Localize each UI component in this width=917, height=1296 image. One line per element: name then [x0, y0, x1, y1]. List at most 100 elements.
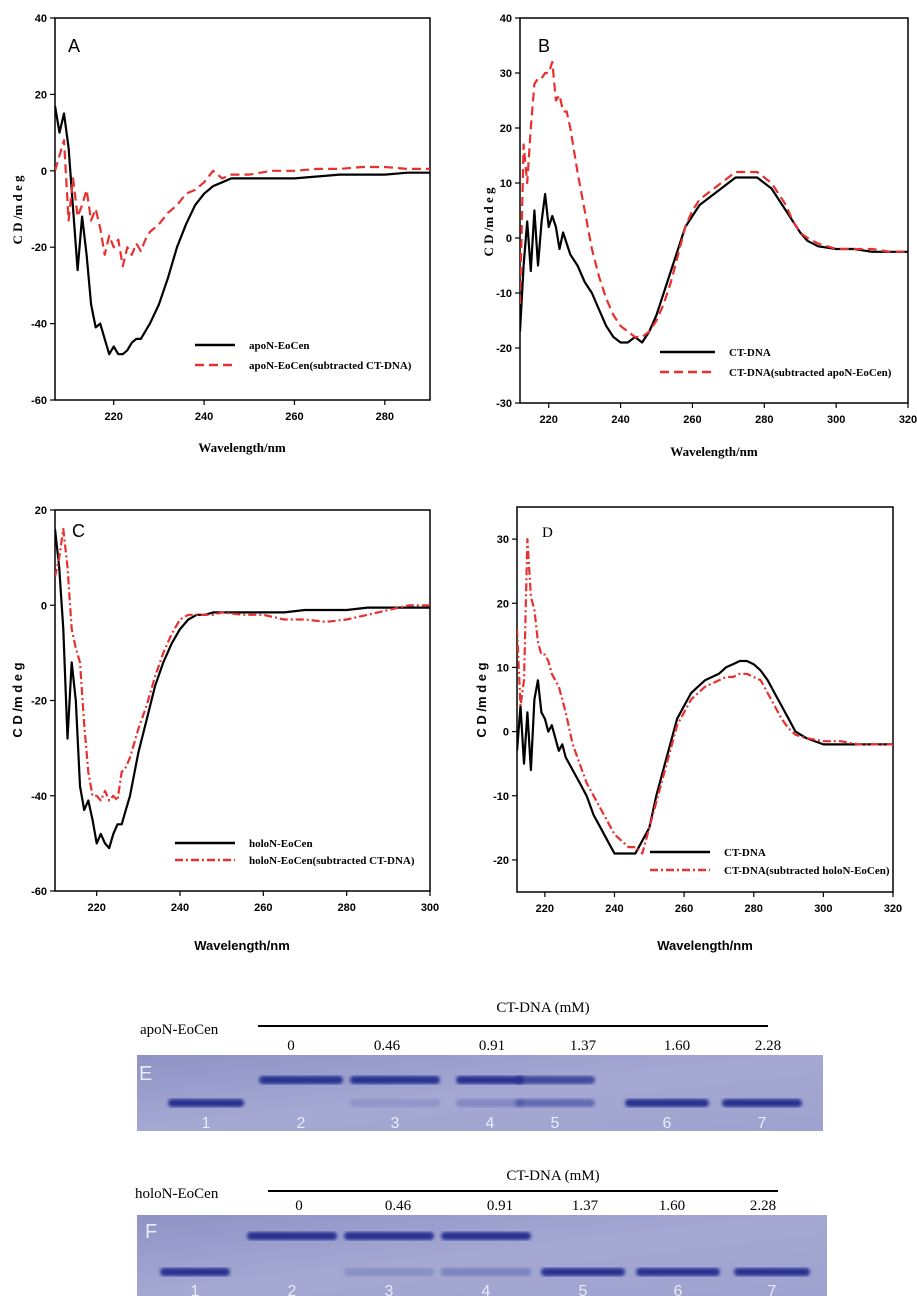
- x-tick-label: 220: [536, 903, 554, 915]
- x-tick-label: 240: [611, 414, 629, 426]
- series-line-red: [520, 60, 908, 339]
- x-tick-label: 280: [337, 902, 355, 914]
- concentration-value: 2.28: [755, 1038, 781, 1054]
- x-tick-label: 300: [814, 903, 832, 915]
- y-tick-label: -20: [31, 696, 47, 708]
- gel-band-lower: [734, 1268, 810, 1276]
- series-line-red: [517, 537, 893, 855]
- x-tick-label: 320: [899, 414, 917, 426]
- x-axis-label: Wavelength/nm: [670, 444, 758, 459]
- y-tick-label: -40: [31, 319, 47, 331]
- lane-number: 5: [579, 1283, 588, 1296]
- y-tick-label: 30: [497, 534, 509, 546]
- series-line-black: [517, 659, 893, 855]
- y-tick-label: -10: [496, 288, 512, 300]
- gel-band-lower: [441, 1268, 531, 1276]
- x-axis-label: Wavelength/nm: [657, 938, 753, 953]
- lane-number: 1: [202, 1115, 211, 1132]
- concentration-value: 1.37: [572, 1198, 599, 1214]
- concentration-value: 0: [295, 1198, 303, 1214]
- gel-band-upper: [441, 1232, 531, 1240]
- x-tick-label: 300: [421, 902, 439, 914]
- y-tick-label: 20: [500, 123, 512, 135]
- lane-number: 7: [758, 1115, 767, 1132]
- plot-frame: [519, 17, 909, 404]
- concentration-value: 0.91: [479, 1038, 505, 1054]
- chart-panel-d: -20 -10 0 10 20 30 220 240 260 280 300 320 Wavelengt…: [474, 506, 902, 953]
- lane-number: 3: [385, 1283, 394, 1296]
- x-tick-label: 260: [675, 903, 693, 915]
- legend-label: apoN-EoCen: [249, 340, 310, 352]
- x-tick-label: 260: [254, 902, 272, 914]
- gel-band-upper: [515, 1076, 595, 1084]
- gel-band-lower: [722, 1099, 802, 1107]
- plot-frame: [54, 17, 431, 401]
- y-tick-label: -40: [31, 791, 47, 803]
- lane-number: 6: [663, 1115, 672, 1132]
- plot-frame: [516, 506, 894, 893]
- x-tick-label: 300: [827, 414, 845, 426]
- lane-number: 1: [191, 1283, 200, 1296]
- x-tick-label: 260: [683, 414, 701, 426]
- panel-letter: C: [72, 521, 85, 541]
- legend-label: CT-DNA(subtracted holoN-EoCen): [724, 865, 890, 877]
- gel-band-lower: [515, 1099, 595, 1107]
- concentration-value: 0.46: [385, 1198, 412, 1214]
- x-tick-label: 240: [605, 903, 623, 915]
- y-tick-label: -20: [493, 855, 509, 867]
- y-tick-label: 20: [35, 89, 47, 101]
- gel-band-lower: [168, 1099, 244, 1107]
- gel-band-lower: [456, 1099, 524, 1107]
- concentration-value: 2.28: [750, 1198, 776, 1214]
- chart-panel-b: -30 -20 -10 0 10 20 30 40 220 240 260 280 300 320 Wave…: [481, 13, 917, 459]
- x-axis-label: Wavelength/nm: [194, 938, 290, 953]
- series-line-black: [520, 176, 908, 344]
- lane-number: 5: [551, 1115, 560, 1132]
- gel-band-upper: [344, 1232, 434, 1240]
- legend-label: holoN-EoCen(subtracted CT-DNA): [249, 855, 415, 867]
- y-axis-label: C D /m d e g: [10, 662, 25, 737]
- lane-number: 4: [482, 1283, 491, 1296]
- lane-number: 2: [297, 1115, 306, 1132]
- y-tick-label: -30: [496, 398, 512, 410]
- lane-number: 3: [391, 1115, 400, 1132]
- x-tick-label: 280: [376, 411, 394, 423]
- concentration-value: 1.37: [570, 1038, 597, 1054]
- legend-label: apoN-EoCen(subtracted CT-DNA): [249, 360, 412, 372]
- panel-letter: D: [542, 525, 553, 541]
- x-tick-label: 220: [87, 902, 105, 914]
- series-line-black: [55, 105, 430, 356]
- x-axis-label: Wavelength/nm: [198, 440, 286, 455]
- y-tick-label: 0: [41, 600, 47, 612]
- gel-band-upper: [259, 1076, 343, 1084]
- gel-panel-e: CT-DNA (mM) apoN-EoCen 0 0.46 0.91 1.37 1.60 2.…: [137, 1000, 823, 1132]
- x-tick-label: 240: [171, 902, 189, 914]
- chart-panel-a: -60 -40 -20 0 20 40 220 240 260 280 Wavelength/nm C…: [10, 13, 431, 455]
- concentration-title: CT-DNA (mM): [506, 1168, 599, 1184]
- y-tick-label: 40: [500, 13, 512, 25]
- gel-band-lower: [350, 1099, 440, 1107]
- gel-band-lower: [160, 1268, 230, 1276]
- x-tick-label: 260: [285, 411, 303, 423]
- legend-label: CT-DNA(subtracted apoN-EoCen): [729, 367, 892, 379]
- concentration-title: CT-DNA (mM): [496, 1000, 589, 1016]
- gel-band-lower: [636, 1268, 720, 1276]
- legend-label: holoN-EoCen: [249, 838, 313, 850]
- gel-band-lower: [625, 1099, 709, 1107]
- y-tick-label: -60: [31, 395, 47, 407]
- panel-letter: B: [538, 36, 550, 56]
- lane-number: 6: [674, 1283, 683, 1296]
- y-tick-label: -20: [496, 343, 512, 355]
- x-tick-label: 220: [105, 411, 123, 423]
- gel-band-lower: [344, 1268, 434, 1276]
- y-tick-label: 0: [506, 233, 512, 245]
- series-line-black: [55, 528, 430, 850]
- lane-number: 7: [768, 1283, 777, 1296]
- gel-band-upper: [247, 1232, 337, 1240]
- lane-number: 2: [288, 1283, 297, 1296]
- x-tick-label: 280: [745, 903, 763, 915]
- y-tick-label: 10: [500, 178, 512, 190]
- series-line-red: [55, 139, 430, 268]
- concentration-value: 1.60: [664, 1038, 690, 1054]
